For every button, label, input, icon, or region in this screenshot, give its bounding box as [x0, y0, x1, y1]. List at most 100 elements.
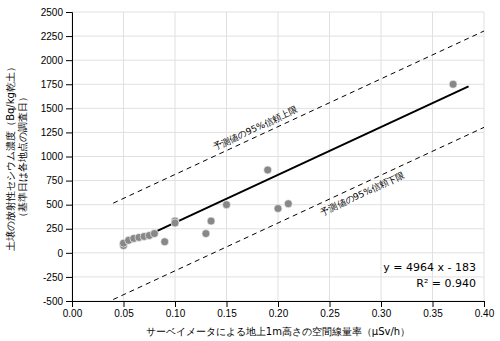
tick: 0 [57, 248, 72, 259]
tick-label: 0.10 [166, 308, 186, 319]
tick-mark [66, 181, 72, 182]
point [171, 219, 179, 227]
tick-label: 0.15 [217, 308, 237, 319]
point [274, 205, 282, 213]
x-axis-title: サーベイメータによる地上1m高さの空間線量率（μSv/h） [146, 326, 410, 337]
tick-mark [278, 301, 279, 307]
point [202, 230, 210, 238]
interval-line [113, 31, 484, 203]
tick: 0.00 [63, 301, 83, 319]
tick-label: 0.35 [423, 308, 443, 319]
tick: 1500 [41, 103, 72, 114]
marks [113, 31, 484, 299]
point [161, 238, 169, 246]
tick-mark [330, 301, 331, 307]
grid-line [72, 132, 484, 133]
tick-label: -250 [43, 272, 63, 283]
tick: 0.30 [372, 301, 392, 319]
tick-label: 0.25 [320, 308, 340, 319]
axis-line [66, 13, 73, 302]
tick-label: -500 [43, 296, 63, 307]
tick-mark [124, 301, 125, 307]
regression-line [149, 86, 468, 234]
tick: 2500 [41, 7, 72, 18]
tick: 0.40 [475, 301, 495, 319]
annotations: y = 4964 x - 183 R² = 0.940 予測値の95%信頼上限予測値… [212, 104, 476, 290]
grid-line [72, 84, 484, 85]
grid-line [72, 156, 484, 157]
tick-label: 1000 [41, 151, 64, 162]
tick-label: 500 [46, 199, 63, 210]
tick-mark [381, 301, 382, 307]
point [284, 200, 292, 208]
interval-line [113, 127, 484, 299]
tick: 0.15 [217, 301, 237, 319]
grid-line [72, 228, 484, 229]
tick: 0.10 [166, 301, 186, 319]
tick-label: 2250 [41, 31, 64, 42]
tick-mark [175, 301, 176, 307]
tick-label: 0.20 [269, 308, 289, 319]
point [264, 166, 272, 174]
tick-label: 750 [46, 175, 63, 186]
tick-mark [66, 12, 72, 13]
y-axis-title-line: 土壌の放射性セシウム濃度（Bq/kg乾土） [5, 62, 16, 251]
tick: 750 [46, 175, 72, 186]
tick-mark [66, 301, 72, 302]
x-axis: 0.00 0.05 0.10 0.15 0.20 0.25 0.30 0.35 0.40 [63, 301, 495, 319]
tick: 1750 [41, 79, 72, 90]
grid-line [72, 60, 484, 61]
tick: -250 [43, 272, 72, 283]
r-squared: R² = 0.940 [416, 277, 476, 290]
tick-label: 1500 [41, 103, 64, 114]
tick: 0.05 [114, 301, 134, 319]
tick-label: 250 [46, 223, 63, 234]
point [223, 201, 231, 209]
equation: y = 4964 x - 183 [383, 261, 476, 274]
tick: 0.35 [423, 301, 443, 319]
tick-label: 0 [57, 248, 63, 259]
grid-line [72, 12, 484, 13]
grid-line [72, 36, 484, 37]
tick-mark [66, 157, 72, 158]
tick-mark [66, 205, 72, 206]
tick-label: 0.30 [372, 308, 392, 319]
tick-mark [66, 84, 72, 85]
tick: 1250 [41, 127, 72, 138]
tick: -500 [43, 296, 72, 307]
tick-label: 2000 [41, 55, 64, 66]
tick-mark [66, 253, 72, 254]
tick: 250 [46, 223, 72, 234]
tick-label: 2500 [41, 7, 64, 18]
tick-mark [484, 301, 485, 307]
y-axis: -500 -250 0 250 500 750 1000 1250 1500 1750 2000 22… [41, 7, 73, 307]
tick-label: 0.05 [114, 308, 134, 319]
tick-mark [66, 60, 72, 61]
interval-label: 予測値の95%信頼上限 [212, 104, 300, 152]
tick-mark [433, 301, 434, 307]
interval-label: 予測値の95%信頼下限 [319, 170, 407, 218]
chart: 0.00 0.05 0.10 0.15 0.20 0.25 0.30 0.35 0.40 -500… [0, 0, 500, 341]
tick-mark [66, 132, 72, 133]
tick: 2000 [41, 55, 72, 66]
tick-mark [66, 277, 72, 278]
tick: 0.20 [269, 301, 289, 319]
grid-line [72, 180, 484, 181]
y-axis-title-line: （基準日は各地点の調査日） [17, 92, 28, 222]
tick-mark [66, 229, 72, 230]
tick-label: 1250 [41, 127, 64, 138]
tick-label: 0.40 [475, 308, 495, 319]
tick-mark [227, 301, 228, 307]
tick: 0.25 [320, 301, 340, 319]
tick: 2250 [41, 31, 72, 42]
axis-line [73, 302, 485, 308]
tick-label: 1750 [41, 79, 64, 90]
tick: 500 [46, 199, 72, 210]
tick-mark [66, 108, 72, 109]
tick-mark [66, 36, 72, 37]
point [449, 80, 457, 88]
y-axis-title: 土壌の放射性セシウム濃度（Bq/kg乾土）（基準日は各地点の調査日） [5, 62, 28, 251]
plot: 0.00 0.05 0.10 0.15 0.20 0.25 0.30 0.35 0.40 -500… [41, 7, 495, 319]
tick-label: 0.00 [63, 308, 83, 319]
grid [72, 12, 484, 301]
